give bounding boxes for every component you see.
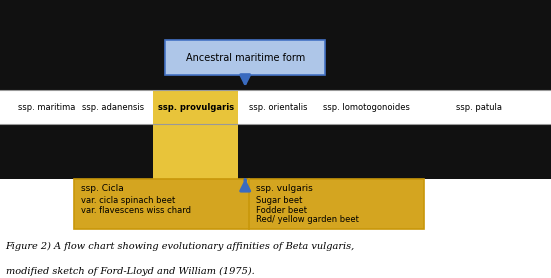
Text: Ancestral maritime form: Ancestral maritime form — [186, 53, 305, 63]
Text: ssp. adanensis: ssp. adanensis — [82, 103, 144, 111]
Text: var. flavescens wiss chard: var. flavescens wiss chard — [81, 206, 191, 215]
Text: ssp. Cicla: ssp. Cicla — [81, 184, 124, 193]
Bar — [0, 0, 551, 90]
Bar — [0, 90, 551, 124]
Text: ssp. maritima: ssp. maritima — [18, 103, 75, 111]
Bar — [153, 124, 238, 179]
Text: ssp. patula: ssp. patula — [456, 103, 503, 111]
Text: modified sketch of Ford-Lloyd and William (1975).: modified sketch of Ford-Lloyd and Willia… — [6, 267, 254, 276]
Text: ssp. provulgaris: ssp. provulgaris — [158, 103, 234, 111]
Text: ssp. orientalis: ssp. orientalis — [249, 103, 307, 111]
Text: var. cicla spinach beet: var. cicla spinach beet — [81, 196, 175, 205]
Bar — [74, 179, 424, 229]
Bar — [0, 124, 551, 179]
FancyBboxPatch shape — [165, 40, 325, 75]
Text: ssp. vulgaris: ssp. vulgaris — [256, 184, 312, 193]
Text: Fodder beet: Fodder beet — [256, 206, 307, 215]
Text: Figure 2) A flow chart showing evolutionary affinities of Beta vulgaris,: Figure 2) A flow chart showing evolution… — [6, 242, 355, 251]
Text: Red/ yellow garden beet: Red/ yellow garden beet — [256, 215, 359, 224]
Text: Sugar beet: Sugar beet — [256, 196, 302, 205]
Bar — [153, 90, 238, 124]
Text: ssp. lomotogonoides: ssp. lomotogonoides — [323, 103, 410, 111]
